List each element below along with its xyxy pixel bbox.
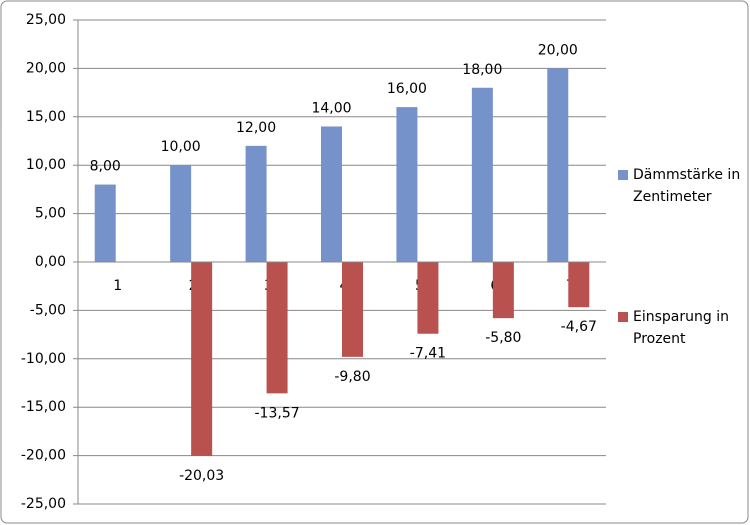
data-label: -4,67: [561, 319, 597, 335]
bar: [191, 262, 213, 456]
y-tick-label: 15,00: [26, 109, 66, 125]
bar: [94, 184, 116, 262]
legend-swatch: [618, 312, 628, 322]
data-label: -20,03: [179, 468, 224, 484]
y-tick-label: 10,00: [26, 157, 66, 173]
y-tick-label: -10,00: [21, 351, 66, 367]
y-tick-label: -25,00: [21, 496, 66, 512]
bar: [342, 262, 363, 357]
bar: [396, 107, 418, 263]
data-label: 20,00: [538, 42, 578, 58]
y-tick-label: 5,00: [35, 206, 66, 222]
bar: [492, 262, 514, 319]
y-tick-label: -5,00: [30, 302, 66, 318]
legend-swatch: [618, 170, 628, 180]
y-tick-label: 25,00: [26, 12, 66, 28]
data-label: 18,00: [462, 62, 502, 78]
y-tick-label: 20,00: [26, 60, 66, 76]
data-label: 12,00: [236, 120, 276, 136]
bar: [471, 87, 493, 262]
bar: [417, 262, 439, 334]
y-tick-label: -20,00: [21, 448, 66, 464]
bar: [266, 262, 288, 394]
data-label: 14,00: [311, 100, 351, 116]
bar: [321, 126, 342, 262]
legend-label: Dämmstärke in Zentimeter: [633, 167, 741, 205]
bar: [170, 165, 192, 262]
y-tick-label: -15,00: [21, 399, 66, 415]
bar: [568, 262, 590, 308]
bar: [547, 68, 569, 263]
data-label: 16,00: [387, 81, 427, 97]
data-label: -7,41: [410, 346, 446, 362]
legend-label: Einsparung in Prozent: [633, 309, 729, 347]
data-label: 8,00: [90, 159, 121, 175]
data-label: -5,80: [485, 330, 521, 346]
data-label: 10,00: [161, 139, 201, 155]
x-tick-label: 1: [113, 278, 122, 294]
y-tick-label: 0,00: [35, 254, 66, 270]
bar: [245, 145, 267, 262]
data-label: -9,80: [334, 369, 370, 385]
data-label: -13,57: [255, 405, 300, 421]
